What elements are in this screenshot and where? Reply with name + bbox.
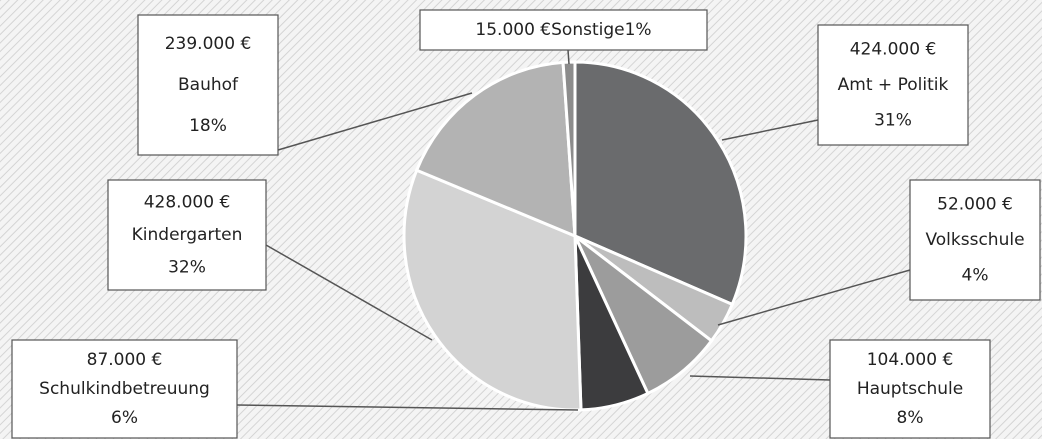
percent-label: 8% (897, 408, 924, 428)
category-label: Kindergarten (132, 225, 243, 245)
value-label: 52.000 € (937, 195, 1013, 215)
data-label: 1% (625, 20, 652, 40)
data-label: 15.000 € (475, 20, 551, 40)
category-label: Amt + Politik (838, 75, 949, 95)
percent-label: 32% (168, 257, 206, 277)
percent-label: 31% (874, 110, 912, 130)
percent-label: 6% (111, 408, 138, 428)
category-label: Hauptschule (857, 379, 963, 399)
pie-slice (414, 60, 577, 239)
pie-slice (573, 60, 748, 307)
category-label: Bauhof (178, 75, 239, 95)
value-label: 239.000 € (165, 34, 252, 54)
category-label: Schulkindbetreuung (39, 379, 210, 399)
data-label: 15.000 €Sonstige1% (475, 20, 651, 40)
percent-label: 18% (189, 116, 227, 136)
label-box (817, 24, 969, 146)
percent-label: 4% (962, 265, 989, 285)
leader-line (567, 49, 570, 65)
category-label: Volksschule (925, 230, 1024, 250)
leader-line (717, 269, 911, 326)
label-box (137, 14, 279, 156)
leader-line (721, 119, 819, 141)
leader-line (236, 404, 579, 411)
label-box (909, 179, 1041, 301)
value-label: 428.000 € (144, 193, 231, 213)
leader-line (689, 375, 831, 381)
category-label: Sonstige (551, 20, 624, 40)
value-label: 87.000 € (87, 350, 163, 370)
pie-slice (402, 168, 583, 412)
value-label: 424.000 € (850, 40, 937, 60)
label-box (107, 179, 267, 291)
label-box (419, 9, 708, 51)
leader-line (277, 92, 473, 151)
label-box (829, 339, 991, 439)
label-box (11, 339, 238, 439)
value-label: 104.000 € (867, 350, 954, 370)
leader-line (265, 244, 433, 341)
